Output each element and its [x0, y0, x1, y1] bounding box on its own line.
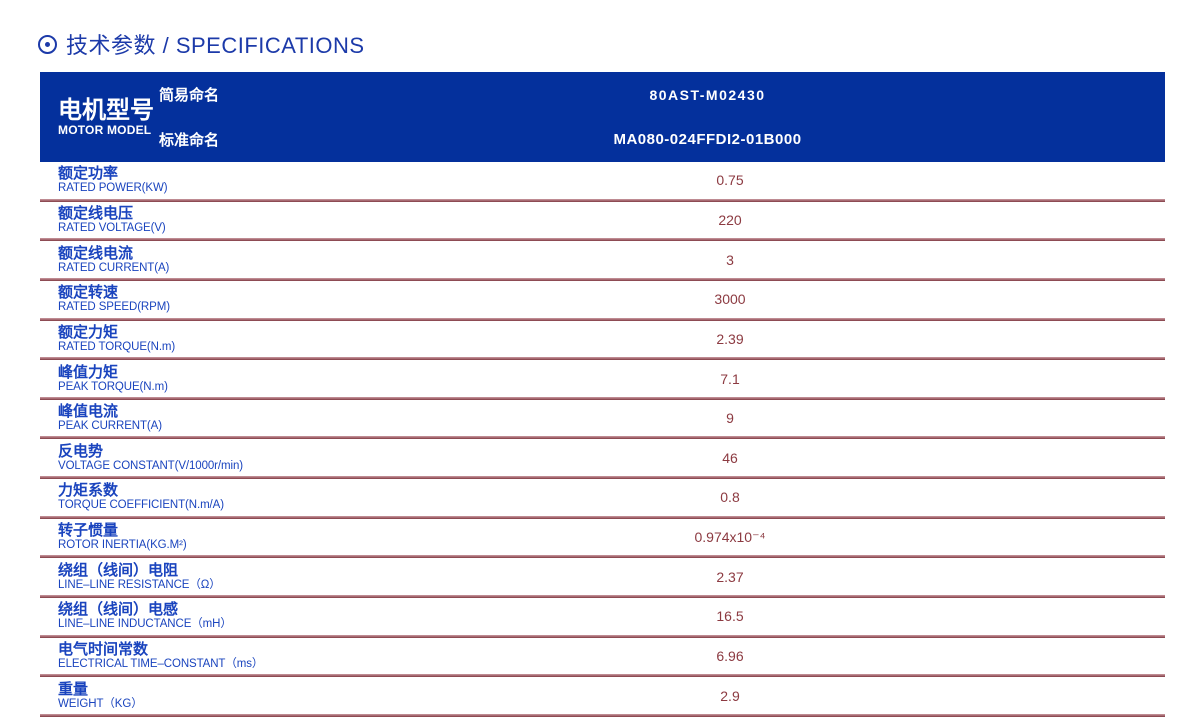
spec-label-zh: 额定线电流	[58, 244, 134, 262]
spec-row-labels: 额定线电流 RATED CURRENT(A)	[58, 241, 169, 278]
spec-label-zh: 绕组（线间）电感	[58, 601, 179, 619]
spec-row-rated-voltage: 额定线电压 RATED VOLTAGE(V) 220	[40, 202, 1165, 242]
spec-value: 46	[722, 449, 738, 466]
spec-label-zh: 反电势	[58, 442, 104, 460]
spec-label-zh: 额定线电压	[58, 204, 134, 222]
spec-row-labels: 额定功率 RATED POWER(KW)	[58, 162, 168, 199]
spec-value: 0.974x10⁻⁴	[694, 528, 766, 545]
spec-value: 3000	[714, 291, 746, 308]
spec-label-en: ELECTRICAL TIME–CONSTANT（ms）	[58, 658, 264, 670]
spec-label-zh: 力矩系数	[58, 482, 119, 500]
spec-row-rated-current: 额定线电流 RATED CURRENT(A) 3	[40, 241, 1165, 281]
spec-label-en: WEIGHT（KG）	[58, 697, 143, 710]
spec-table-body: 额定功率 RATED POWER(KW) 0.75 额定线电压 RATED VO…	[40, 162, 1165, 717]
spec-value: 2.39	[716, 330, 744, 347]
spec-value: 0.75	[716, 172, 744, 189]
page-title-text: 技术参数 / SPECIFICATIONS	[66, 33, 365, 58]
spec-value: 9	[726, 410, 734, 427]
spec-label-en: RATED VOLTAGE(V)	[58, 221, 166, 234]
spec-row-labels: 电气时间常数 ELECTRICAL TIME–CONSTANT（ms）	[58, 638, 263, 675]
motor-model-title-en: MOTOR MODEL	[58, 122, 152, 137]
simple-name-label: 简易命名	[159, 87, 220, 104]
spec-value: 6.96	[716, 648, 744, 664]
spec-row-peak-current: 峰值电流 PEAK CURRENT(A) 9	[40, 400, 1165, 440]
spec-row-labels: 力矩系数 TORQUE COEFFICIENT(N.m/A)	[58, 479, 224, 516]
spec-row-torque-coefficient: 力矩系数 TORQUE COEFFICIENT(N.m/A) 0.8	[40, 479, 1165, 519]
spec-row-labels: 绕组（线间）电阻 LINE–LINE RESISTANCE（Ω）	[58, 558, 221, 595]
spec-label-en: RATED POWER(KW)	[58, 182, 168, 195]
spec-label-en: PEAK CURRENT(A)	[58, 420, 162, 433]
spec-value: 7.1	[720, 370, 740, 387]
spec-label-en: LINE–LINE INDUCTANCE（mH）	[58, 618, 232, 631]
spec-label-en: VOLTAGE CONSTANT(V/1000r/min)	[58, 459, 243, 472]
spec-label-zh: 电气时间常数	[58, 641, 149, 658]
standard-name-label: 标准命名	[159, 132, 220, 149]
standard-name-value: MA080-024FFDI2-01B000	[613, 131, 802, 148]
spec-label-en: RATED CURRENT(A)	[58, 261, 170, 274]
spec-value: 2.37	[716, 568, 744, 585]
spec-label-en: PEAK TORQUE(N.m)	[58, 380, 168, 393]
spec-row-labels: 额定线电压 RATED VOLTAGE(V)	[58, 202, 166, 239]
spec-value: 0.8	[720, 489, 740, 506]
page-title: 技术参数 / SPECIFICATIONS	[38, 28, 365, 60]
spec-label-zh: 重量	[58, 680, 89, 698]
spec-label-en: RATED TORQUE(N.m)	[58, 340, 176, 353]
spec-row-labels: 转子惯量 ROTOR INERTIA(KG.M²)	[58, 519, 187, 556]
spec-label-zh: 额定力矩	[58, 323, 119, 341]
spec-row-peak-torque: 峰值力矩 PEAK TORQUE(N.m) 7.1	[40, 360, 1165, 400]
circled-dot-icon	[38, 34, 57, 54]
specifications-table: 电机型号 MOTOR MODEL 简易命名 标准命名 80AST-M02430 …	[40, 72, 1165, 717]
spec-row-electrical-time-constant: 电气时间常数 ELECTRICAL TIME–CONSTANT（ms） 6.96	[40, 638, 1165, 678]
name-value-column: 80AST-M02430 MA080-024FFDI2-01B000	[250, 72, 1165, 162]
spec-label-zh: 峰值电流	[58, 403, 119, 421]
name-label-column: 简易命名 标准命名	[159, 72, 250, 162]
spec-row-rated-speed: 额定转速 RATED SPEED(RPM) 3000	[40, 281, 1165, 321]
spec-label-zh: 转子惯量	[58, 522, 119, 540]
spec-row-rotor-inertia: 转子惯量 ROTOR INERTIA(KG.M²) 0.974x10⁻⁴	[40, 519, 1165, 559]
spec-row-voltage-constant: 反电势 VOLTAGE CONSTANT(V/1000r/min) 46	[40, 439, 1165, 479]
spec-row-labels: 反电势 VOLTAGE CONSTANT(V/1000r/min)	[58, 439, 243, 476]
spec-value: 220	[718, 211, 742, 228]
motor-model-title-zh: 电机型号	[58, 96, 154, 124]
spec-row-labels: 额定力矩 RATED TORQUE(N.m)	[58, 321, 175, 358]
spec-row-weight: 重量 WEIGHT（KG） 2.9	[40, 677, 1165, 717]
spec-value: 2.9	[720, 687, 740, 704]
spec-row-labels: 绕组（线间）电感 LINE–LINE INDUCTANCE（mH）	[58, 598, 232, 635]
spec-label-en: TORQUE COEFFICIENT(N.m/A)	[58, 499, 224, 512]
spec-label-zh: 绕组（线间）电阻	[58, 561, 179, 579]
spec-label-en: RATED SPEED(RPM)	[58, 301, 170, 314]
spec-value: 16.5	[716, 608, 744, 625]
spec-label-zh: 峰值力矩	[58, 363, 119, 381]
spec-row-rated-torque: 额定力矩 RATED TORQUE(N.m) 2.39	[40, 321, 1165, 361]
motor-model-cell: 电机型号 MOTOR MODEL	[40, 72, 159, 162]
spec-row-line-inductance: 绕组（线间）电感 LINE–LINE INDUCTANCE（mH） 16.5	[40, 598, 1165, 638]
spec-row-labels: 峰值电流 PEAK CURRENT(A)	[58, 400, 162, 437]
spec-label-zh: 额定功率	[58, 165, 119, 183]
spec-row-rated-power: 额定功率 RATED POWER(KW) 0.75	[40, 162, 1165, 202]
spec-row-line-resistance: 绕组（线间）电阻 LINE–LINE RESISTANCE（Ω） 2.37	[40, 558, 1165, 598]
spec-label-en: ROTOR INERTIA(KG.M²)	[58, 539, 187, 552]
spec-row-labels: 额定转速 RATED SPEED(RPM)	[58, 281, 170, 318]
motor-model-header: 电机型号 MOTOR MODEL 简易命名 标准命名 80AST-M02430 …	[40, 72, 1165, 162]
spec-label-en: LINE–LINE RESISTANCE（Ω）	[58, 578, 221, 591]
spec-value: 3	[726, 251, 734, 268]
simple-name-value: 80AST-M02430	[649, 86, 766, 103]
spec-row-labels: 重量 WEIGHT（KG）	[58, 677, 143, 714]
spec-row-labels: 峰值力矩 PEAK TORQUE(N.m)	[58, 360, 168, 397]
spec-label-zh: 额定转速	[58, 284, 119, 302]
